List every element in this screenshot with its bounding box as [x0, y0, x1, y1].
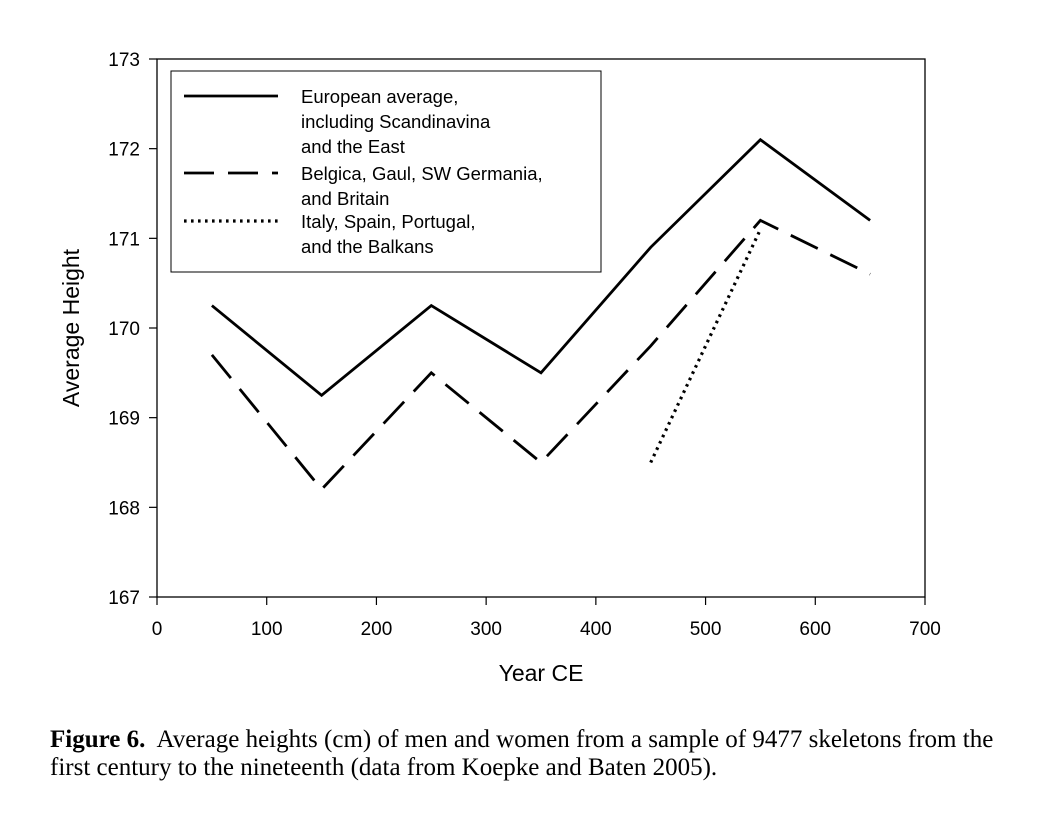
- legend-label: Italy, Spain, Portugal,: [301, 211, 475, 232]
- x-tick-label: 500: [690, 619, 722, 640]
- y-axis: 167 168 169 170 171 172 173: [108, 50, 157, 609]
- series-group: [210, 137, 871, 492]
- legend-label: and the Balkans: [301, 236, 434, 257]
- y-tick-label: 168: [108, 498, 140, 519]
- legend: European average, including Scandinavina a…: [170, 70, 602, 273]
- x-tick-label: 700: [909, 619, 941, 640]
- line-chart: 0 100 200 300 400 500 600 700 167 168 169 170 171 17…: [58, 50, 941, 686]
- legend-label: including Scandinavina: [301, 111, 491, 132]
- x-tick-label: 300: [470, 619, 502, 640]
- series-line-solid: [211, 137, 871, 398]
- x-tick-label: 100: [251, 619, 283, 640]
- legend-label: Belgica, Gaul, SW Germania,: [301, 163, 543, 184]
- x-axis-title: Year CE: [499, 660, 584, 686]
- y-tick-label: 167: [108, 588, 140, 609]
- x-tick-label: 200: [361, 619, 393, 640]
- series-line-dashed: [210, 218, 871, 492]
- legend-label: and Britain: [301, 188, 389, 209]
- y-tick-label: 172: [108, 140, 140, 161]
- figure-caption-text: Average heights (cm) of men and women fr…: [50, 726, 994, 781]
- y-tick-label: 173: [108, 50, 140, 71]
- legend-label: European average,: [301, 86, 458, 107]
- figure-label: Figure 6.: [50, 726, 146, 753]
- legend-label: and the East: [301, 136, 405, 157]
- y-tick-label: 170: [108, 319, 140, 340]
- y-tick-label: 169: [108, 409, 140, 430]
- x-axis: 0 100 200 300 400 500 600 700: [152, 597, 941, 640]
- x-tick-label: 0: [152, 619, 163, 640]
- figure-caption: Figure 6. Average heights (cm) of men an…: [50, 726, 1020, 782]
- y-axis-title: Average Height: [58, 248, 84, 407]
- x-tick-label: 400: [580, 619, 612, 640]
- series-line-dotted: [649, 228, 762, 464]
- legend-box: [170, 70, 602, 273]
- x-tick-label: 600: [799, 619, 831, 640]
- y-tick-label: 171: [108, 229, 140, 250]
